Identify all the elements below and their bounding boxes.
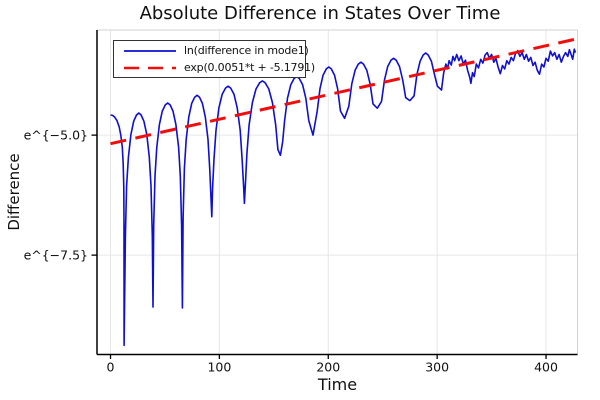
y-tick-label-0: e^{−5.0}	[24, 128, 88, 143]
series-line-0	[110, 48, 577, 347]
legend-box: ln(difference in mode1) exp(0.0051*t + -…	[113, 40, 315, 78]
red-dashed-swatch-icon	[124, 66, 176, 69]
plot-frame	[96, 29, 578, 356]
chart-title: Absolute Difference in States Over Time	[139, 3, 501, 24]
x-tick-label-0: 0	[107, 360, 115, 375]
y-tick-label-1: e^{−7.5}	[24, 248, 88, 263]
legend-label-series2: exp(0.0051*t + -5.1791)	[184, 61, 316, 74]
x-tick-label-4: 400	[534, 360, 558, 375]
blue-line-swatch-icon	[124, 49, 176, 52]
legend-item-series2: exp(0.0051*t + -5.1791)	[122, 60, 315, 76]
gridlines	[97, 30, 578, 355]
axis-ticks	[91, 134, 547, 359]
x-axis-label: Time	[317, 375, 358, 394]
tick-labels: 0 100 200 300 400 e^{−5.0} e^{−7.5}	[24, 128, 558, 375]
series-line-1	[110, 37, 575, 146]
x-tick-label-1: 100	[207, 360, 231, 375]
data-series	[110, 37, 577, 347]
x-tick-label-2: 200	[316, 360, 340, 375]
x-tick-label-3: 300	[425, 360, 449, 375]
legend-label-series1: ln(difference in mode1)	[184, 44, 309, 57]
legend-item-series1: ln(difference in mode1)	[122, 43, 309, 59]
